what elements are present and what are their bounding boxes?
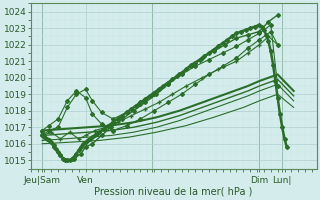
X-axis label: Pression niveau de la mer( hPa ): Pression niveau de la mer( hPa )	[94, 187, 253, 197]
